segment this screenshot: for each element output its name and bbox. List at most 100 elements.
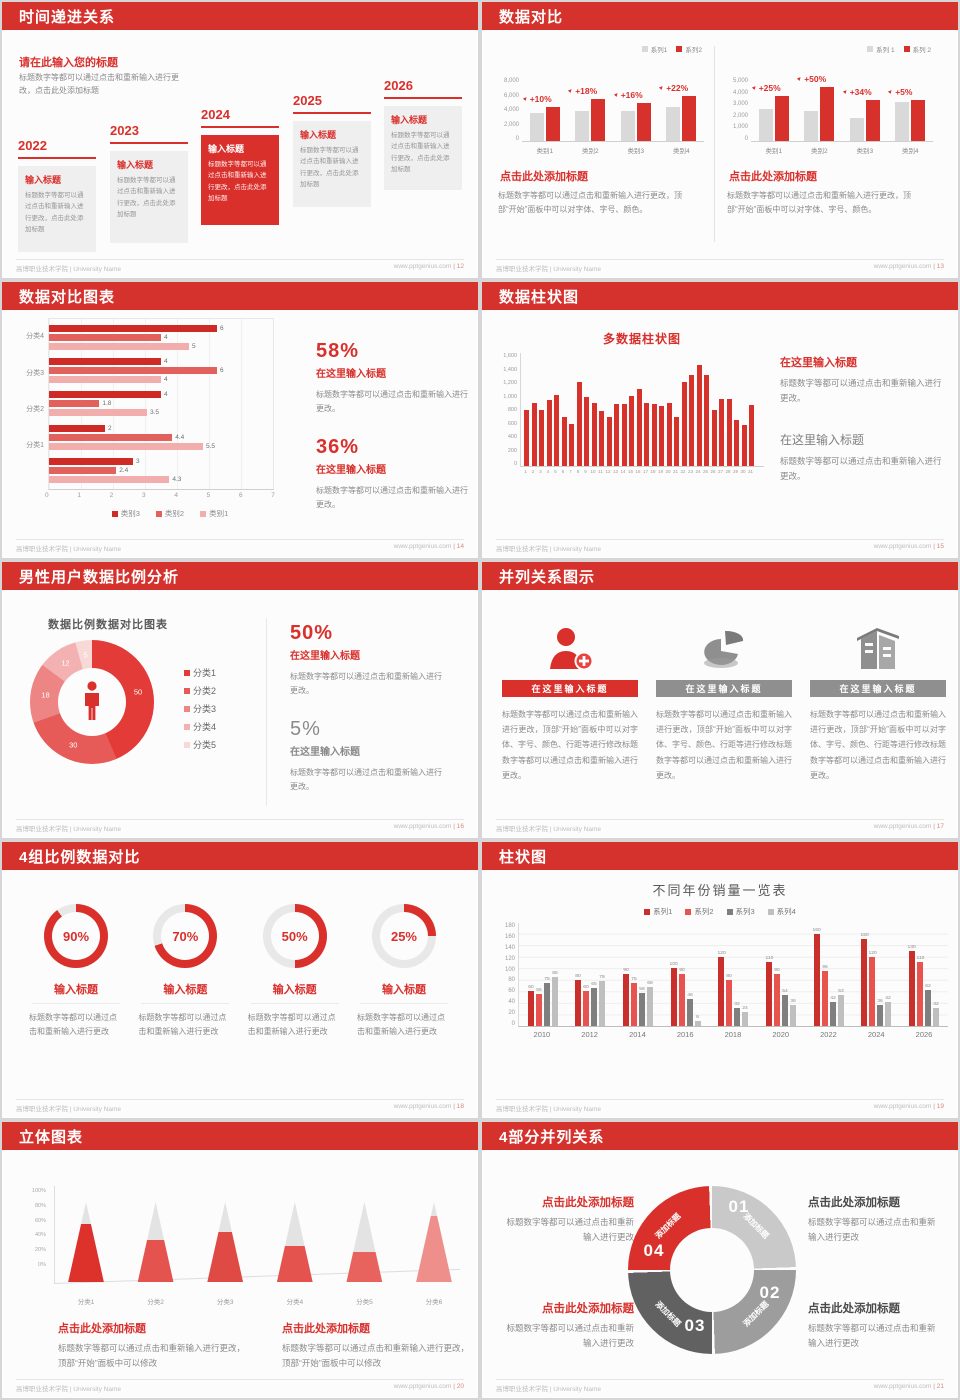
bar-series1	[849, 117, 864, 141]
bar-wrap: 53	[837, 988, 844, 1026]
timeline-item: 2025 输入标题 标题数字等都可以通过点击和重新输入进行更改，点击此处添加标题	[293, 93, 371, 207]
ring-body: 标题数字等都可以通过点击和重新输入进行更改	[29, 1013, 117, 1037]
bar-wrap: 24	[742, 1005, 749, 1026]
value-label: 3	[136, 457, 140, 465]
value-label: 68	[647, 980, 653, 986]
x-tick: 类别4	[901, 148, 919, 155]
slide-footer: 高博职业技术学院 | University Name www.pptgenius…	[16, 259, 464, 273]
y-tick: 1,000	[503, 393, 517, 400]
bar	[644, 403, 649, 466]
value-label: 60	[528, 984, 534, 991]
x-tick: 分类1	[77, 1299, 95, 1306]
chart-title: 不同年份销量一览表	[652, 883, 788, 898]
panel-body: 标题数字等都可以通过点击和重新输入进行更改，顶部“开始”面板中可以对字体、字号、…	[498, 191, 682, 214]
slice-value: 5	[83, 650, 88, 660]
value-label: 150	[860, 932, 869, 939]
slice-value: 50	[133, 687, 143, 697]
feature-column: 在这里输入标题 标题数字等都可以通过点击和重新输入进行更改，顶部“开始”面板中可…	[502, 614, 638, 783]
bar	[49, 334, 161, 342]
footer-left: 高博职业技术学院 | University Name	[16, 266, 121, 273]
slide-21[interactable]: 4部分并列关系 01 添加标题 02 添加标题 03 添加标题 04 添加标题 点击此处添加标…	[482, 1122, 958, 1398]
footer-left: 高博职业技术学院 | University Name	[496, 826, 601, 833]
footer-site: www.pptgenius.com	[393, 543, 452, 550]
slide-body: 分类4 分类3 分类2 分类1 6 4 5 4 6 4 4 1.8 3.5 2 4.4 5.5 3 2.4 4.3 0…	[2, 310, 478, 540]
slide-body: 在这里输入标题 标题数字等都可以通过点击和重新输入进行更改，顶部“开始”面板中可…	[482, 590, 958, 820]
page-number: |	[451, 823, 457, 830]
slide-16[interactable]: 男性用户数据比例分析 数据比例数据对比图表 50 30 18 12 5 分类1 分类2 分类…	[2, 562, 478, 838]
legend-swatch	[111, 510, 118, 517]
ring-value: 25%	[379, 912, 428, 960]
value-label: 55	[536, 987, 542, 993]
slide-14[interactable]: 数据对比图表 分类4 分类3 分类2 分类1 6 4 5 4 6 4 4 1.8 3.5 2 4.4 5.5 3…	[2, 282, 478, 558]
bar	[647, 986, 654, 1026]
x-tick: 分类4	[286, 1299, 304, 1306]
category-label: 分类1	[26, 442, 44, 450]
slide-18[interactable]: 4组比例数据对比 90% 输入标题 标题数字等都可以通过点击和重新输入进行更改 70%…	[2, 842, 478, 1118]
slide-title-bar: 柱状图	[482, 842, 958, 870]
cone-item	[64, 1202, 108, 1282]
legend-item: 分类2	[184, 684, 216, 697]
bar-wrap: 120	[717, 950, 726, 1026]
bar-row: 4	[49, 358, 273, 366]
legend-swatch	[867, 46, 874, 52]
slide-12[interactable]: 时间递进关系 请在此输入您的标题 标题数字等都可以通过点击和重新输入进行更改，点…	[2, 2, 478, 278]
y-tick: 180	[504, 923, 515, 929]
cone	[68, 1202, 104, 1282]
plot-area: 60 55 75 85 80 60 65 78 90 75 58 68 100 90 46 8 120 80 32 2…	[518, 923, 948, 1027]
bar-wrap: 110	[765, 955, 773, 1026]
y-tick: 0	[515, 136, 519, 142]
cone-item	[342, 1202, 386, 1282]
bar-group: ▲+5%	[886, 87, 926, 141]
ring-body: 标题数字等都可以通过点击和重新输入进行更改	[247, 1013, 336, 1037]
bar-wrap: 32	[933, 1001, 940, 1026]
slide-footer: 高博职业技术学院 | University Name www.pptgenius…	[496, 819, 944, 833]
bar-wrap: 55	[535, 987, 542, 1026]
segment-number: 02	[759, 1283, 781, 1302]
slide-20[interactable]: 立体图表 100% 80% 60% 40% 20% 0% 分类1 分类2 分类3 分类4 分类5 分…	[2, 1122, 478, 1398]
footer-site: www.pptgenius.com	[873, 1103, 932, 1110]
y-tick: 1,000	[732, 124, 748, 131]
bar-chart: 1,600 1,400 1,200 1,000 800 600 400 200 0 1 2 3 4 5 6 7…	[496, 353, 764, 474]
bar	[651, 404, 657, 466]
bar-wrap: 36	[877, 998, 884, 1026]
growth-annotation: ▲+25%	[749, 83, 781, 94]
slide-title-bar: 立体图表	[2, 1122, 478, 1150]
growth-annotation: ▲+5%	[886, 87, 913, 98]
legend-swatch	[200, 510, 207, 517]
cone	[416, 1202, 452, 1282]
page-number: 18	[456, 1103, 464, 1110]
slide-19[interactable]: 柱状图 不同年份销量一览表 系列1 系列2 系列3 系列4 180 160 140 120 1…	[482, 842, 958, 1118]
slide-15[interactable]: 数据柱状图 多数据柱状图 1,600 1,400 1,200 1,000 800 600 4…	[482, 282, 958, 558]
x-tick: 11	[598, 469, 603, 474]
progress-ring: 70%	[153, 904, 218, 968]
ring-label: 输入标题	[272, 984, 317, 996]
bar	[782, 994, 789, 1026]
slide-17[interactable]: 并列关系图示 在这里输入标题 标题数字等都可以通过点击和重新输入进行更改，顶部“…	[482, 562, 958, 838]
bar	[813, 933, 820, 1026]
value-label: 42	[830, 995, 836, 1001]
bar	[774, 974, 781, 1026]
x-tick: 1	[524, 469, 527, 474]
bar	[524, 410, 529, 466]
bar-group: 4 1.8 3.5	[49, 391, 273, 417]
bar	[689, 375, 694, 466]
bar	[694, 1021, 701, 1026]
y-tick: 1,200	[503, 380, 517, 386]
bar-group: 2 4.4 5.5	[49, 424, 273, 450]
bar	[742, 1012, 749, 1026]
bar	[631, 982, 638, 1026]
value-label: 65	[591, 981, 598, 988]
page-number: 14	[456, 543, 464, 550]
slide-title: 数据对比	[499, 8, 564, 26]
bar	[704, 375, 709, 466]
ring-value: 50%	[270, 912, 319, 960]
progress-ring: 25%	[371, 904, 436, 968]
footer-site: www.pptgenius.com	[393, 823, 452, 830]
page-number: |	[931, 823, 937, 830]
slide-13[interactable]: 数据对比 系列1 系列2 8,000 6,000 4,000 2,000 0 ▲+10% ▲+1…	[482, 2, 958, 278]
bar-series2	[636, 102, 651, 141]
y-tick: 120	[504, 955, 515, 962]
footer-left: 高博职业技术学院 | University Name	[496, 1386, 601, 1393]
x-tick: 25	[703, 469, 709, 474]
bar	[666, 403, 672, 466]
